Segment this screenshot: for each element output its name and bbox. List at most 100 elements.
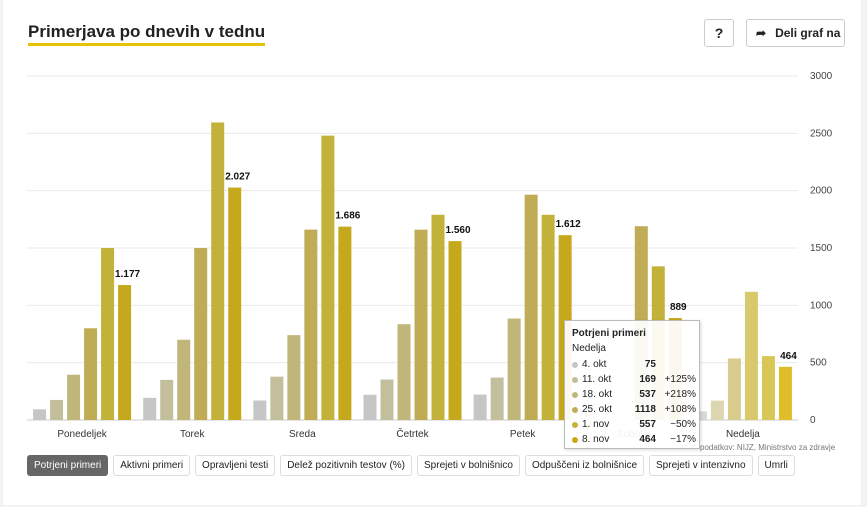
bar	[507, 318, 521, 420]
bar-value-label: 464	[780, 351, 797, 362]
tooltip-row-label: 11. okt	[582, 374, 612, 385]
bar-value-label: 889	[670, 302, 687, 313]
bar	[727, 358, 741, 420]
tooltip-row-label: 8. nov	[582, 434, 610, 445]
chart-tooltip: Potrjeni primeri Nedelja 4. okt 75 11. okt…	[564, 320, 700, 449]
bar	[448, 241, 462, 420]
bar	[541, 214, 555, 420]
y-tick-label: 2000	[810, 186, 833, 197]
bar	[143, 397, 157, 420]
bar	[380, 379, 394, 420]
bar	[211, 122, 225, 420]
legend-dot-icon	[572, 437, 578, 443]
bar-value-label: 2.027	[225, 172, 250, 183]
bar	[490, 377, 504, 420]
bar-value-label: 1.560	[445, 225, 470, 236]
bar	[338, 226, 352, 420]
chart-title: Primerjava po dnevih v tednu	[28, 22, 266, 46]
tooltip-row-label: 1. nov	[582, 419, 610, 430]
bar	[710, 400, 724, 420]
tooltip-row-value: 1118	[634, 404, 656, 415]
x-category-label: Torek	[180, 429, 205, 440]
bar	[118, 285, 132, 420]
tooltip-row-change: −17%	[670, 434, 696, 445]
bar	[253, 400, 267, 420]
bar	[50, 399, 64, 420]
tooltip-row: 11. okt 169 +125%	[572, 374, 696, 387]
metric-tab[interactable]: Odpuščeni iz bolnišnice	[524, 455, 645, 476]
share-button[interactable]: ➦ Deli graf na	[746, 19, 845, 47]
tooltip-row-label: 4. okt	[582, 359, 607, 370]
legend-dot-icon	[572, 362, 578, 368]
tooltip-row-change: +108%	[664, 404, 696, 415]
bar	[84, 328, 98, 420]
bar	[287, 335, 301, 420]
tooltip-row-value: 75	[644, 359, 656, 370]
metric-tab[interactable]: Sprejeti v bolnišnico	[417, 455, 520, 476]
bar	[33, 409, 47, 420]
legend-dot-icon	[572, 377, 578, 383]
metric-tab[interactable]: Sprejeti v intenzivno	[649, 455, 753, 476]
x-category-label: Nedelja	[726, 429, 760, 440]
x-category-label: Petek	[510, 429, 537, 440]
metric-tab[interactable]: Potrjeni primeri	[27, 455, 109, 476]
y-tick-label: 3000	[810, 71, 833, 82]
bar	[228, 187, 242, 420]
legend-dot-icon	[572, 407, 578, 413]
metric-tab[interactable]: Delež pozitivnih testov (%)	[280, 455, 413, 476]
share-arrow-icon: ➦	[756, 26, 767, 40]
metric-tab[interactable]: Opravljeni testi	[195, 455, 276, 476]
x-category-label: Ponedeljek	[57, 429, 107, 440]
bar	[524, 194, 538, 420]
bar	[101, 248, 115, 420]
tooltip-row: 4. okt 75	[572, 359, 696, 372]
bar	[177, 339, 191, 420]
legend-dot-icon	[572, 392, 578, 398]
tooltip-row-label: 18. okt	[582, 389, 613, 400]
y-tick-label: 0	[810, 415, 816, 426]
metric-tabs: Potrjeni primeri Aktivni primeri Opravljen…	[27, 455, 795, 476]
bar-value-label: 1.177	[115, 269, 140, 280]
help-button[interactable]: ?	[704, 19, 734, 47]
x-category-label: Četrtek	[396, 427, 429, 440]
tooltip-row-value: 537	[639, 389, 656, 400]
tooltip-row-label: 25. okt	[582, 404, 613, 415]
source-note: podatkov: NIJZ, Ministrstvo za zdravje	[700, 443, 836, 452]
bar	[194, 248, 208, 420]
bar-value-label: 1.612	[556, 219, 581, 230]
bar	[304, 229, 318, 420]
share-label: Deli graf na	[775, 26, 841, 40]
bar-value-label: 1.686	[335, 211, 360, 222]
bar	[778, 366, 792, 420]
bar	[363, 394, 377, 420]
metric-tab[interactable]: Umrli	[757, 455, 795, 476]
tooltip-title: Potrjeni primeri	[572, 328, 646, 339]
bar	[761, 356, 775, 420]
bar	[321, 135, 335, 421]
bar	[397, 324, 411, 420]
bar	[744, 291, 758, 420]
chart-card: Primerjava po dnevih v tednu ? ➦ Deli gr…	[3, 0, 861, 505]
tooltip-row-change: +218%	[664, 389, 696, 400]
tooltip-row: 18. okt 537 +218%	[572, 389, 696, 402]
y-tick-label: 1000	[810, 300, 833, 311]
bar	[473, 394, 487, 420]
bar	[160, 379, 174, 420]
metric-tab[interactable]: Aktivni primeri	[113, 455, 191, 476]
tooltip-row-value: 169	[639, 374, 656, 385]
bar	[67, 374, 81, 420]
bar	[693, 411, 707, 420]
tooltip-row-change: −50%	[670, 419, 696, 430]
tooltip-row: 1. nov 557 −50%	[572, 419, 696, 432]
bar	[431, 214, 445, 420]
x-category-label: Sreda	[289, 429, 316, 440]
legend-dot-icon	[572, 422, 578, 428]
y-tick-label: 500	[810, 358, 827, 369]
bar	[270, 376, 284, 420]
tooltip-row-value: 464	[639, 434, 656, 445]
tooltip-row-value: 557	[639, 419, 656, 430]
tooltip-row-change: +125%	[664, 374, 696, 385]
y-tick-label: 1500	[810, 243, 833, 254]
tooltip-row: 25. okt 1118 +108%	[572, 404, 696, 417]
